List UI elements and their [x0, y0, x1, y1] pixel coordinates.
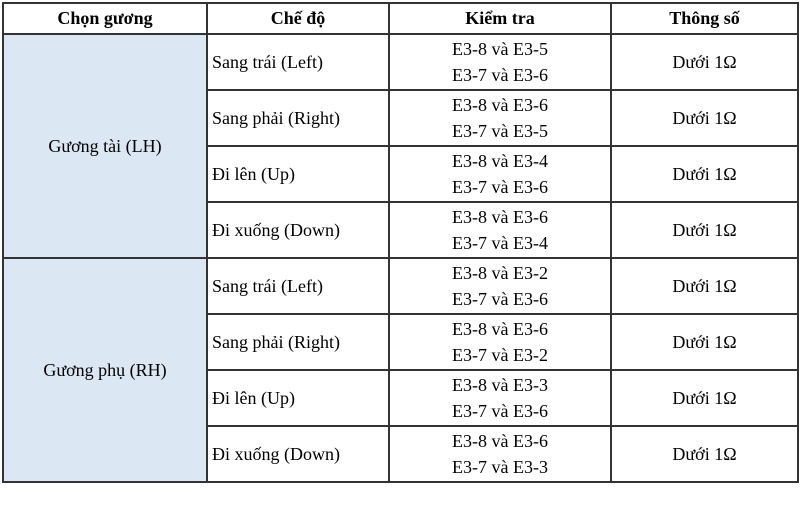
check-line-1: E3-8 và E3-6: [452, 207, 548, 227]
check-line-2: E3-7 và E3-6: [452, 289, 548, 309]
check-line-2: E3-7 và E3-6: [452, 65, 548, 85]
check-cell: E3-8 và E3-6 E3-7 và E3-3: [388, 425, 612, 483]
table-row: Gương tài (LH) Sang trái (Left) E3-8 và …: [2, 33, 799, 259]
check-line-2: E3-7 và E3-4: [452, 233, 548, 253]
column-header-mirror: Chọn gương: [2, 2, 208, 35]
check-line-1: E3-8 và E3-6: [452, 431, 548, 451]
spec-cell: Dưới 1Ω: [610, 201, 799, 259]
spec-cell: Dưới 1Ω: [610, 425, 799, 483]
table-header-row: Chọn gương Chế độ Kiểm tra Thông số: [2, 2, 799, 35]
check-line-1: E3-8 và E3-4: [452, 151, 548, 171]
check-cell: E3-8 và E3-6 E3-7 và E3-2: [388, 313, 612, 371]
table-row: Đi xuống (Down) E3-8 và E3-6 E3-7 và E3-…: [3, 425, 799, 483]
table-row: Sang phải (Right) E3-8 và E3-6 E3-7 và E…: [3, 89, 799, 147]
mode-cell: Đi lên (Up): [206, 369, 390, 427]
mode-cell: Đi xuống (Down): [206, 201, 390, 259]
table-row: Đi xuống (Down) E3-8 và E3-6 E3-7 và E3-…: [3, 201, 799, 259]
mode-cell: Sang phải (Right): [206, 89, 390, 147]
check-cell: E3-8 và E3-4 E3-7 và E3-6: [388, 145, 612, 203]
table-row: Gương phụ (RH) Sang trái (Left) E3-8 và …: [2, 257, 799, 483]
table-row: Sang phải (Right) E3-8 và E3-6 E3-7 và E…: [3, 313, 799, 371]
check-line-1: E3-8 và E3-3: [452, 375, 548, 395]
spec-cell: Dưới 1Ω: [610, 313, 799, 371]
check-line-2: E3-7 và E3-6: [452, 177, 548, 197]
spec-cell: Dưới 1Ω: [610, 369, 799, 427]
spec-cell: Dưới 1Ω: [610, 89, 799, 147]
check-line-2: E3-7 và E3-2: [452, 345, 548, 365]
check-line-1: E3-8 và E3-2: [452, 263, 548, 283]
column-header-check: Kiểm tra: [388, 2, 612, 35]
mode-cell: Đi xuống (Down): [206, 425, 390, 483]
mode-cell: Sang trái (Left): [206, 33, 390, 91]
table-row: Đi lên (Up) E3-8 và E3-4 E3-7 và E3-6 Dư…: [3, 145, 799, 203]
column-header-mode: Chế độ: [206, 2, 390, 35]
check-line-1: E3-8 và E3-5: [452, 39, 548, 59]
mirror-cell-rh: Gương phụ (RH): [2, 257, 208, 483]
mode-cell: Đi lên (Up): [206, 145, 390, 203]
column-header-spec: Thông số: [610, 2, 799, 35]
check-cell: E3-8 và E3-2 E3-7 và E3-6: [388, 257, 612, 315]
check-cell: E3-8 và E3-3 E3-7 và E3-6: [388, 369, 612, 427]
spec-cell: Dưới 1Ω: [610, 33, 799, 91]
mode-cell: Sang trái (Left): [206, 257, 390, 315]
mirror-check-table: Chọn gương Chế độ Kiểm tra Thông số Gươn…: [2, 2, 799, 483]
check-cell: E3-8 và E3-6 E3-7 và E3-5: [388, 89, 612, 147]
mode-cell: Sang phải (Right): [206, 313, 390, 371]
table-row: Đi lên (Up) E3-8 và E3-3 E3-7 và E3-6 Dư…: [3, 369, 799, 427]
check-line-2: E3-7 và E3-3: [452, 457, 548, 477]
check-line-2: E3-7 và E3-6: [452, 401, 548, 421]
spec-cell: Dưới 1Ω: [610, 257, 799, 315]
check-cell: E3-8 và E3-6 E3-7 và E3-4: [388, 201, 612, 259]
spec-cell: Dưới 1Ω: [610, 145, 799, 203]
check-line-1: E3-8 và E3-6: [452, 319, 548, 339]
check-line-2: E3-7 và E3-5: [452, 121, 548, 141]
check-cell: E3-8 và E3-5 E3-7 và E3-6: [388, 33, 612, 91]
check-line-1: E3-8 và E3-6: [452, 95, 548, 115]
mirror-cell-lh: Gương tài (LH): [2, 33, 208, 259]
